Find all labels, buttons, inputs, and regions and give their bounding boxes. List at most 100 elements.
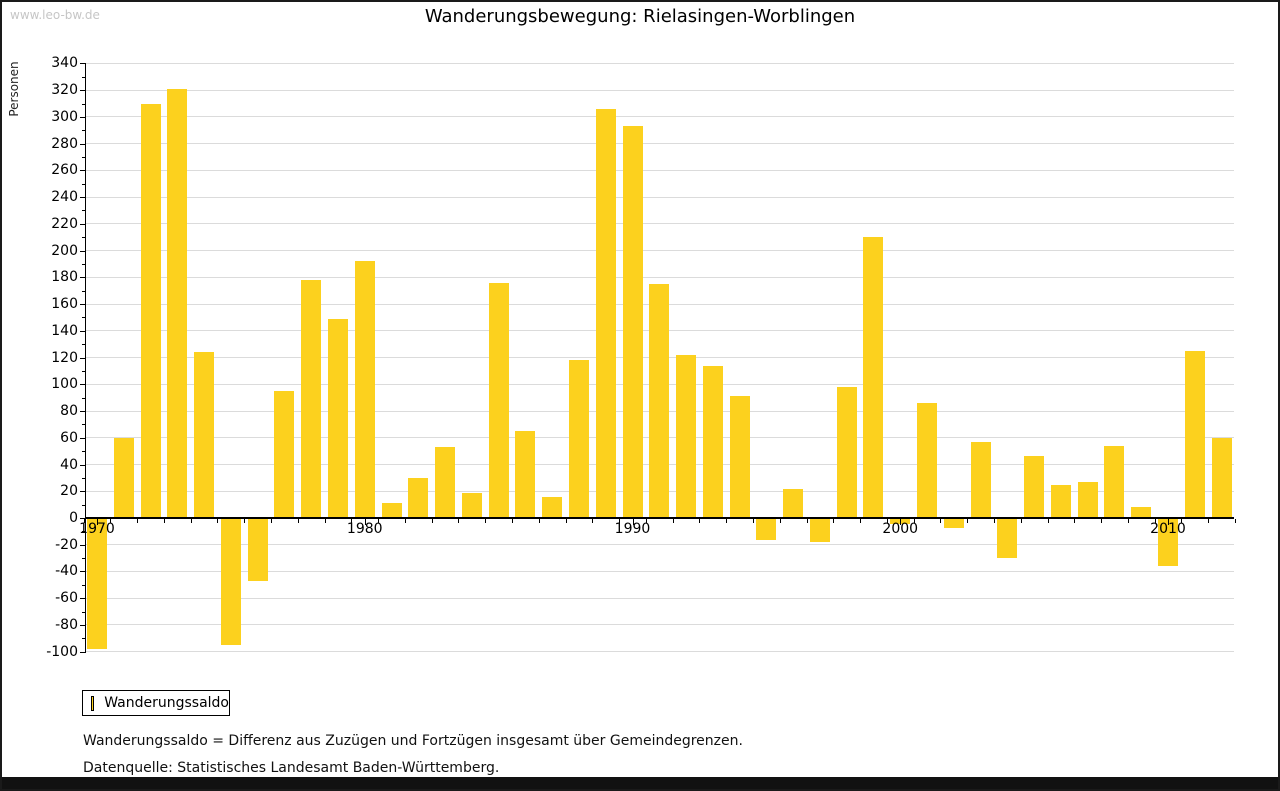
gridline bbox=[85, 89, 1234, 91]
bar-1970 bbox=[87, 519, 107, 649]
x-tick-label: 1980 bbox=[346, 521, 383, 537]
y-tick-label: 180 bbox=[51, 269, 78, 286]
footnote-definition: Wanderungssaldo = Differenz aus Zuzügen … bbox=[83, 733, 743, 749]
y-tick-label: 320 bbox=[51, 82, 78, 99]
y-tick-label: 340 bbox=[51, 55, 78, 72]
x-tick-minor bbox=[699, 519, 701, 523]
y-tick-label: 0 bbox=[69, 510, 78, 526]
y-tick-major bbox=[80, 90, 85, 92]
y-tick-minor bbox=[82, 344, 85, 346]
bar-1986 bbox=[515, 431, 536, 518]
x-tick-minor bbox=[1234, 519, 1236, 523]
x-tick-major bbox=[97, 519, 98, 525]
x-tick-minor bbox=[378, 519, 380, 523]
y-tick-major bbox=[80, 277, 85, 279]
gridline bbox=[85, 143, 1234, 145]
x-tick-minor bbox=[431, 519, 433, 523]
y-tick-label: -40 bbox=[55, 563, 78, 580]
bar-2004 bbox=[997, 519, 1018, 558]
y-tick-major bbox=[80, 357, 85, 359]
y-tick-label: -60 bbox=[55, 590, 78, 607]
x-tick-minor bbox=[351, 519, 353, 523]
gridline bbox=[85, 62, 1234, 64]
bar-2010 bbox=[1158, 519, 1178, 566]
bar-1978 bbox=[301, 280, 322, 518]
watermark: www.leo-bw.de bbox=[10, 8, 100, 22]
x-tick-minor bbox=[110, 519, 112, 523]
bar-1979 bbox=[327, 318, 348, 518]
x-tick-label: 2010 bbox=[1150, 521, 1186, 537]
y-tick-minor bbox=[82, 558, 85, 560]
y-tick-minor bbox=[82, 424, 85, 426]
x-tick-major bbox=[1168, 519, 1169, 525]
y-tick-label: 120 bbox=[51, 349, 78, 366]
bar-2011 bbox=[1184, 350, 1205, 518]
x-tick-minor bbox=[940, 519, 942, 523]
y-tick-minor bbox=[82, 504, 85, 506]
x-tick-minor bbox=[752, 519, 754, 523]
y-tick-minor bbox=[82, 611, 85, 613]
gridline bbox=[85, 544, 1234, 546]
y-tick-label: -20 bbox=[55, 536, 78, 553]
bar-1998 bbox=[836, 386, 857, 518]
bar-1995 bbox=[756, 519, 777, 541]
y-tick-major bbox=[80, 143, 85, 145]
y-tick-major bbox=[80, 411, 85, 413]
bar-1990 bbox=[622, 126, 643, 518]
x-tick-minor bbox=[458, 519, 460, 523]
x-tick-minor bbox=[1181, 519, 1183, 523]
bar-2001 bbox=[917, 403, 938, 518]
y-tick-minor bbox=[82, 370, 85, 372]
gridline bbox=[85, 276, 1234, 278]
x-tick-minor bbox=[779, 519, 781, 523]
gridline bbox=[85, 624, 1234, 626]
y-tick-major bbox=[80, 464, 85, 466]
y-tick-major bbox=[80, 571, 85, 573]
bar-1982 bbox=[408, 477, 429, 518]
y-tick-label: 140 bbox=[51, 322, 78, 339]
x-tick-minor bbox=[1020, 519, 1022, 523]
x-tick-minor bbox=[726, 519, 728, 523]
y-tick-label: 80 bbox=[60, 403, 78, 420]
y-tick-minor bbox=[82, 290, 85, 292]
bottom-bar bbox=[2, 777, 1278, 789]
bar-1997 bbox=[809, 519, 830, 542]
bar-1988 bbox=[568, 360, 589, 518]
y-tick-minor bbox=[82, 130, 85, 132]
y-tick-label: -80 bbox=[55, 616, 78, 633]
y-tick-label: 60 bbox=[60, 429, 78, 446]
legend-swatch bbox=[91, 695, 95, 711]
y-tick-minor bbox=[82, 237, 85, 239]
y-tick-minor bbox=[82, 183, 85, 185]
y-tick-major bbox=[80, 491, 85, 493]
bar-1985 bbox=[488, 282, 509, 518]
bar-1989 bbox=[595, 108, 616, 518]
bar-2005 bbox=[1024, 456, 1045, 518]
bar-1987 bbox=[542, 496, 563, 518]
bar-1983 bbox=[435, 447, 456, 518]
bar-2007 bbox=[1077, 481, 1098, 518]
x-tick-minor bbox=[993, 519, 995, 523]
bar-1993 bbox=[702, 365, 723, 518]
bar-1991 bbox=[649, 284, 670, 518]
gridline bbox=[85, 597, 1234, 599]
bar-1980 bbox=[354, 261, 375, 518]
y-tick-major bbox=[80, 624, 85, 626]
y-tick-label: 100 bbox=[51, 376, 78, 393]
footnote-source: Datenquelle: Statistisches Landesamt Bad… bbox=[83, 760, 500, 776]
x-tick-minor bbox=[1101, 519, 1103, 523]
bar-2002 bbox=[943, 519, 964, 529]
x-tick-minor bbox=[833, 519, 835, 523]
bar-2009 bbox=[1131, 507, 1152, 518]
y-tick-label: 280 bbox=[51, 135, 78, 152]
x-tick-minor bbox=[913, 519, 915, 523]
y-tick-minor bbox=[82, 210, 85, 212]
gridline bbox=[85, 651, 1234, 653]
x-tick-minor bbox=[324, 519, 326, 523]
y-tick-major bbox=[80, 518, 85, 519]
bar-1996 bbox=[783, 488, 804, 518]
bar-1974 bbox=[194, 352, 215, 518]
y-tick-label: 200 bbox=[51, 242, 78, 259]
gridline bbox=[85, 223, 1234, 225]
